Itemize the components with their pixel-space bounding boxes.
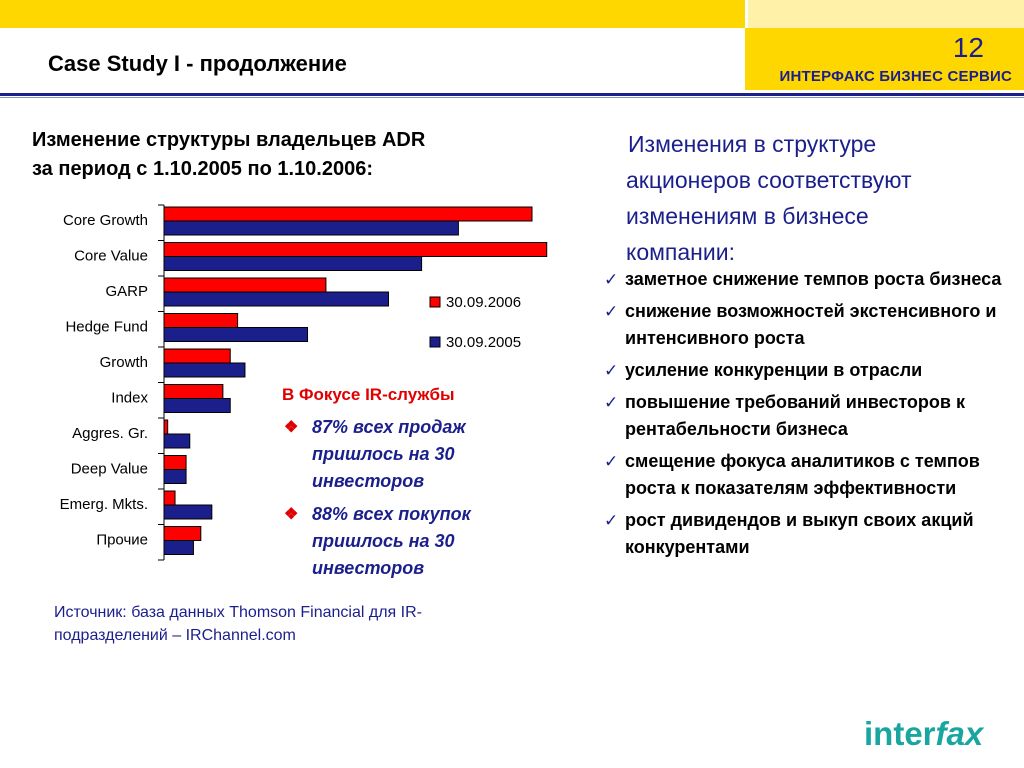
bar-2005 bbox=[163, 362, 246, 378]
findings-item: ✓ заметное снижение темпов роста бизнеса bbox=[604, 266, 1014, 293]
category-label: Emerg. Mkts. bbox=[60, 496, 148, 513]
header-divider-thin bbox=[0, 97, 1024, 98]
bar-2005 bbox=[163, 398, 231, 413]
findings-item: ✓ усиление конкуренции в отрасли bbox=[604, 357, 1014, 384]
findings-item: ✓ смещение фокуса аналитиков с темпов ро… bbox=[604, 448, 1014, 502]
right-intro: Изменения в структуре акционеров соответ… bbox=[626, 126, 1006, 270]
header-accent-bar-right bbox=[748, 0, 1024, 28]
bar-2006 bbox=[163, 348, 231, 364]
findings-item: ✓ снижение возможностей экстенсивного и … bbox=[604, 298, 1014, 352]
bar-2005 bbox=[163, 504, 213, 520]
bar-2006 bbox=[163, 419, 169, 435]
findings-item-text: смещение фокуса аналитиков с темпов рост… bbox=[625, 451, 980, 498]
checkmark-icon: ✓ bbox=[604, 361, 619, 380]
bar-2005 bbox=[163, 327, 309, 342]
bar-2005 bbox=[163, 291, 389, 307]
bar-2006 bbox=[163, 384, 224, 399]
findings-item: ✓ рост дивидендов и выкуп своих акций ко… bbox=[604, 507, 1014, 561]
findings-list: ✓ заметное снижение темпов роста бизнеса… bbox=[604, 266, 1014, 566]
bar-2006 bbox=[163, 526, 202, 541]
bar-2006 bbox=[163, 242, 548, 257]
source-line-2: подразделений – IRChannel.com bbox=[54, 627, 296, 644]
findings-item: ✓ повышение требований инвесторов к рент… bbox=[604, 389, 1014, 443]
category-label: Index bbox=[111, 390, 148, 407]
chart-heading: Изменение структуры владельцев ADR за пе… bbox=[32, 126, 552, 184]
right-intro-line: акционеров соответствуют bbox=[626, 167, 912, 193]
chart-heading-line-1: Изменение структуры владельцев ADR bbox=[32, 129, 426, 151]
header-divider bbox=[0, 93, 1024, 96]
adr-ownership-bar-chart: Core Growth Core Value GARP Hedge Fund Growt… bbox=[60, 204, 548, 561]
right-intro-line: Изменения в структуре bbox=[628, 131, 877, 157]
category-label: GARP bbox=[105, 283, 148, 300]
diamond-bullet-icon: ❖ bbox=[284, 506, 299, 523]
findings-item-text: заметное снижение темпов роста бизнеса bbox=[625, 269, 1002, 289]
legend-swatch bbox=[429, 296, 441, 308]
findings-item-text: рост дивидендов и выкуп своих акций конк… bbox=[625, 510, 974, 557]
chart-heading-line-2: за период с 1.10.2005 по 1.10.2006: bbox=[32, 158, 373, 180]
focus-item-text: 87% всех продаж пришлось на 30 инвесторо… bbox=[312, 417, 466, 491]
category-label: Hedge Fund bbox=[65, 319, 148, 336]
findings-item-text: усиление конкуренции в отрасли bbox=[625, 360, 923, 380]
category-label: Core Growth bbox=[63, 212, 148, 229]
legend-swatch bbox=[429, 336, 441, 348]
logo-text-fax: fax bbox=[936, 715, 985, 752]
checkmark-icon: ✓ bbox=[604, 393, 619, 412]
bar-2005 bbox=[163, 433, 191, 449]
bar-2005 bbox=[163, 220, 459, 236]
checkmark-icon: ✓ bbox=[604, 452, 619, 471]
category-label: Aggres. Gr. bbox=[72, 425, 148, 442]
focus-box: В Фокусе IR-службы ❖ 87% всех продаж при… bbox=[282, 385, 532, 588]
category-label: Deep Value bbox=[71, 461, 148, 478]
page-badge: 12 ИНТЕРФАКС БИЗНЕС СЕРВИС bbox=[745, 28, 1024, 90]
category-label: Growth bbox=[100, 354, 148, 371]
diamond-bullet-icon: ❖ bbox=[284, 419, 299, 436]
checkmark-icon: ✓ bbox=[604, 511, 619, 530]
findings-item-text: повышение требований инвесторов к рентаб… bbox=[625, 392, 965, 439]
focus-item: ❖ 87% всех продаж пришлось на 30 инвесто… bbox=[282, 414, 532, 495]
focus-title: В Фокусе IR-службы bbox=[282, 385, 455, 404]
category-label: Core Value bbox=[74, 248, 148, 265]
right-intro-line: компании: bbox=[626, 239, 735, 265]
bar-2006 bbox=[163, 490, 176, 506]
bar-2006 bbox=[163, 455, 187, 470]
findings-item-text: снижение возможностей экстенсивного и ин… bbox=[625, 301, 997, 348]
bar-2006 bbox=[163, 313, 239, 328]
header-accent-gap bbox=[745, 0, 748, 28]
interfax-logo-text: interfax bbox=[864, 715, 985, 752]
legend-label: 30.09.2005 bbox=[446, 334, 521, 351]
source-note: Источник: база данных Thomson Financial … bbox=[54, 601, 524, 647]
page-title: Case Study I - продолжение bbox=[48, 51, 347, 76]
source-line-1: Источник: база данных Thomson Financial … bbox=[54, 604, 422, 621]
interfax-logo: interfax bbox=[864, 715, 985, 752]
category-label: Прочие bbox=[96, 532, 148, 549]
page-number: 12 bbox=[952, 32, 984, 63]
focus-item-text: 88% всех покупок пришлось на 30 инвестор… bbox=[312, 504, 471, 578]
bar-2006 bbox=[163, 206, 533, 222]
right-intro-line: изменениям в бизнесе bbox=[626, 203, 869, 229]
checkmark-icon: ✓ bbox=[604, 302, 619, 321]
bar-2005 bbox=[163, 540, 194, 555]
focus-item: ❖ 88% всех покупок пришлось на 30 инвест… bbox=[282, 501, 532, 582]
checkmark-icon: ✓ bbox=[604, 270, 619, 289]
legend-label: 30.09.2006 bbox=[446, 294, 521, 311]
company-name: ИНТЕРФАКС БИЗНЕС СЕРВИС bbox=[779, 68, 1012, 85]
logo-text-inter: inter bbox=[864, 715, 936, 752]
bar-2005 bbox=[163, 256, 423, 271]
bar-2005 bbox=[163, 469, 187, 484]
bar-2006 bbox=[163, 277, 327, 293]
